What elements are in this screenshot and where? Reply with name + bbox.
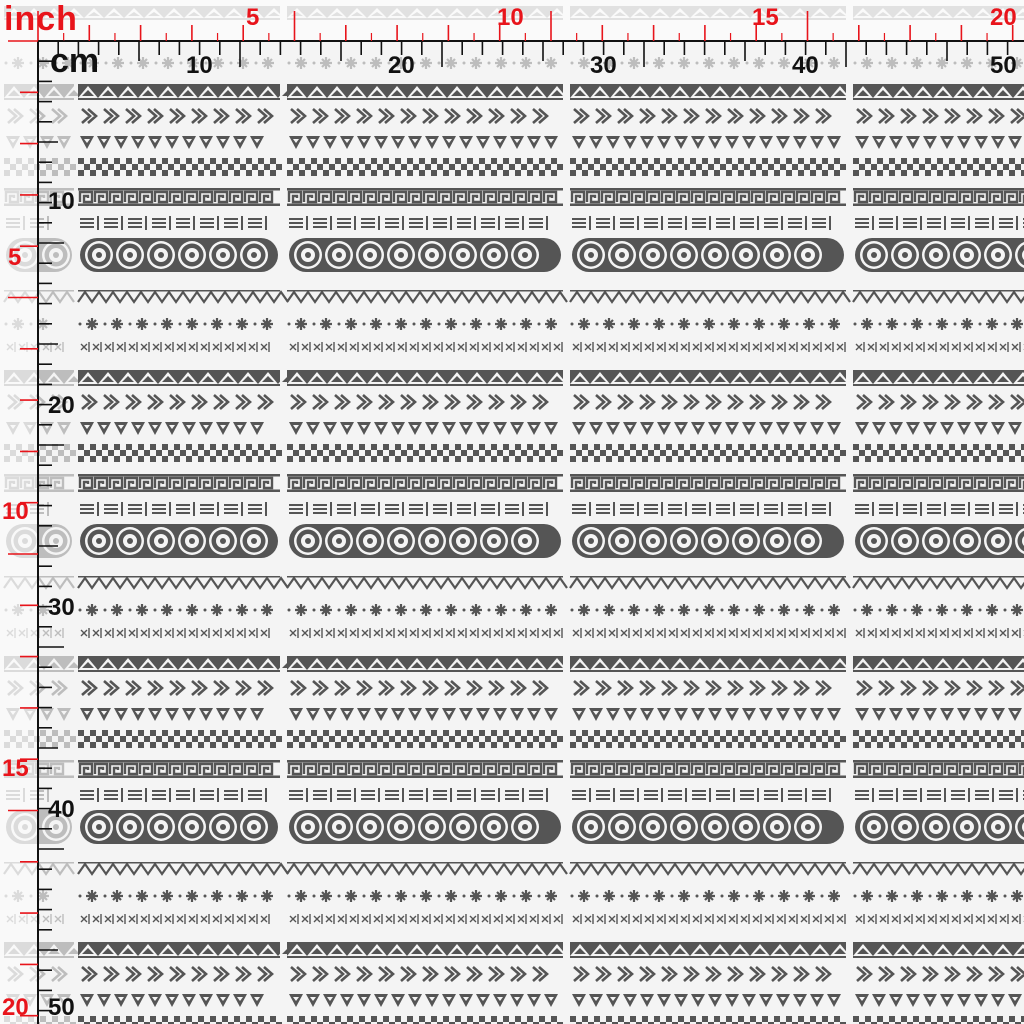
- stripe-band-key: [4, 188, 1024, 206]
- top-inch-label: 20: [990, 4, 1017, 31]
- stripe-band-key: [4, 474, 1024, 492]
- top-cm-label: 50: [990, 52, 1017, 79]
- left-inch-label: 5: [8, 244, 22, 271]
- stripe-band-arrow: [7, 394, 1024, 410]
- left-cm-label: 30: [48, 594, 75, 621]
- stripe-band-check: [4, 1016, 1024, 1024]
- stripe-band-star: [4, 604, 1023, 616]
- stripe-band-star: [4, 890, 1023, 902]
- top-cm-label: 30: [590, 52, 617, 79]
- stripe-band-check: [4, 158, 1024, 176]
- stripe-band-check: [4, 730, 1024, 748]
- stripe-band-circle: [6, 810, 1024, 844]
- stripe-band-trirow: [6, 422, 1022, 435]
- stripe-band-circle: [6, 238, 1024, 272]
- left-inch-label: 15: [2, 755, 29, 782]
- top-inch-label: 5: [246, 4, 260, 31]
- stripe-band-trirow: [6, 136, 1022, 149]
- stripe-band-arrow: [7, 966, 1024, 982]
- stripe-band-tri: [4, 942, 1024, 958]
- stripe-band-key: [4, 760, 1024, 778]
- stripe-band-tri: [4, 370, 1024, 386]
- top-cm-label: 20: [388, 52, 415, 79]
- left-cm-label: 20: [48, 392, 75, 419]
- top-inch-label: 10: [497, 4, 524, 31]
- inch-unit-label: inch: [4, 0, 78, 38]
- stripe-band-circle: [6, 524, 1024, 558]
- stripe-pattern: [3, 84, 1024, 1024]
- left-cm-label: 50: [48, 994, 75, 1021]
- left-inch-label: 10: [2, 498, 29, 525]
- stripe-band-star: [4, 318, 1023, 330]
- stripe-band-zig: [3, 862, 1024, 876]
- left-cm-label: 40: [48, 796, 75, 823]
- left-inch-label: 20: [2, 994, 29, 1021]
- top-cm-label: 40: [792, 52, 819, 79]
- left-cm-label: 10: [48, 188, 75, 215]
- stripe-band-trirow: [6, 708, 1022, 721]
- stripe-band-dash: [6, 502, 1024, 516]
- top-cm-label: 10: [186, 52, 213, 79]
- stripe-band-cross: [6, 914, 1024, 924]
- stripe-band-arrow: [7, 680, 1024, 696]
- stripe-band-trirow: [6, 994, 1022, 1007]
- stripe-band-dash: [6, 788, 1024, 802]
- stripe-band-tri: [4, 84, 1024, 100]
- stripe-band-zig: [3, 290, 1024, 304]
- stripe-band-dash: [6, 216, 1024, 230]
- top-inch-label: 15: [752, 4, 779, 31]
- stripe-band-cross: [6, 628, 1024, 638]
- cm-unit-label: cm: [50, 42, 100, 80]
- stripe-band-tri: [4, 656, 1024, 672]
- stripe-band-check: [4, 444, 1024, 462]
